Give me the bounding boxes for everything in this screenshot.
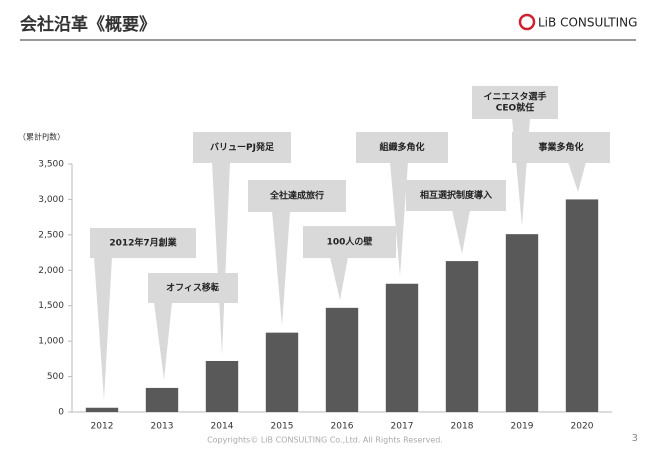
x-tick-label: 2014 [211,422,234,432]
callout-pointer [272,211,290,326]
y-axis-label: （累計PJ数） [18,132,65,142]
callout-text: オフィス移転 [166,282,220,294]
callout-box [303,226,396,258]
callout-pointer [568,162,586,192]
callout-box [193,132,291,163]
x-tick-label: 2016 [331,422,354,432]
callout-text: 事業多角化 [538,141,583,153]
callout-pointer [452,210,470,254]
callout-text: CEO就任 [496,102,534,114]
callout: 相互選択制度導入 [406,180,506,254]
callout-pointer [94,257,112,400]
x-tick-label: 2019 [511,422,534,432]
callout: 全社達成旅行 [248,180,346,326]
callout: 100人の壁 [303,226,396,300]
callout: バリューPJ発足 [193,132,291,355]
callout-box [90,228,196,258]
callout-pointer [154,302,172,380]
bar [85,407,119,412]
callout-pointer [330,257,348,300]
callout-pointer [212,162,230,355]
logo-text: LiB CONSULTING [538,16,637,30]
x-tick-label: 2020 [571,422,594,432]
bar [205,360,239,412]
page-number: 3 [632,433,638,444]
y-tick-label: 1,000 [38,337,64,347]
callout-box [356,132,448,163]
callout: 2012年7月創業 [90,228,196,400]
bar [145,387,179,412]
callout: 組織多角化 [356,132,448,276]
y-tick-label: 500 [47,372,64,382]
callout: 事業多角化 [512,132,610,192]
bar [265,332,299,412]
callout-box [248,180,346,212]
callout-box [406,180,506,211]
copyright: Copyrights© LiB CONSULTING Co.,Ltd. All … [207,436,443,445]
callout-pointer [390,162,408,276]
y-tick-label: 3,500 [38,160,64,170]
callout-text: バリューPJ発足 [210,141,275,153]
bar [445,261,479,412]
callout-text: 相互選択制度導入 [420,189,492,201]
callout-text: イニエスタ選手 [483,91,546,103]
x-tick-label: 2018 [451,422,474,432]
slide-title: 会社沿革《概要》 [20,14,156,35]
bar [565,199,599,412]
bar [505,234,539,412]
callout-box [512,132,610,163]
x-tick-label: 2013 [151,422,174,432]
y-tick-label: 0 [58,408,64,418]
callout-text: 2012年7月創業 [109,237,177,249]
callout-text: 100人の壁 [327,236,373,248]
y-tick-label: 2,500 [38,230,64,240]
bar [385,283,419,412]
x-tick-label: 2012 [91,422,114,432]
y-tick-label: 1,500 [38,301,64,311]
callout-text: 組織多角化 [379,141,424,153]
bar [325,307,359,412]
logo: LiB CONSULTING [518,13,637,31]
callout-text: 全社達成旅行 [269,190,324,202]
x-tick-label: 2015 [271,422,294,432]
y-tick-label: 2,000 [38,266,64,276]
x-tick-label: 2017 [391,422,414,432]
callout-box [472,86,558,119]
logo-mark [518,13,536,31]
y-tick-label: 3,000 [38,195,64,205]
